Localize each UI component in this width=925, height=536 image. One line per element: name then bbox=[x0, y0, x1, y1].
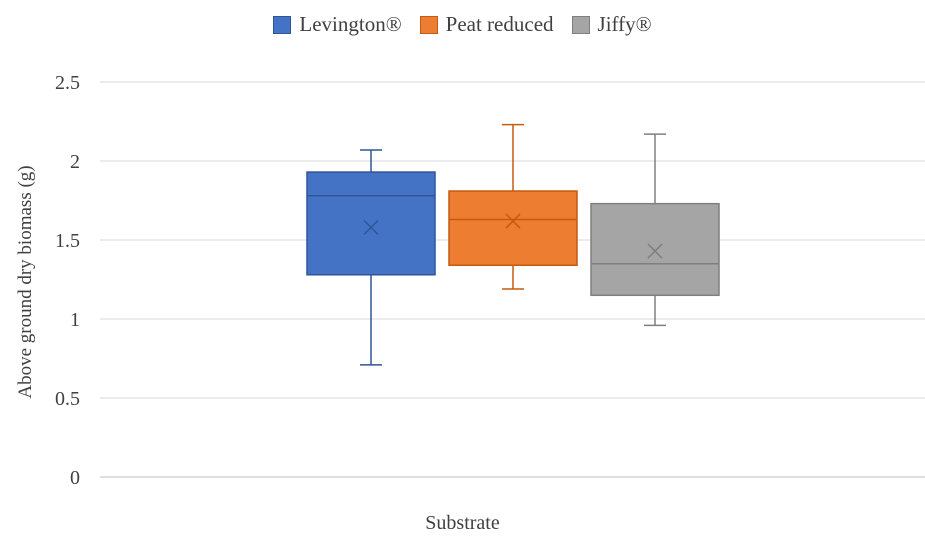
legend-swatch-peat-reduced bbox=[419, 15, 438, 34]
legend-swatch-levington bbox=[273, 15, 292, 34]
legend-item-levington: Levington® bbox=[273, 12, 402, 37]
legend-label-levington: Levington® bbox=[299, 12, 402, 36]
mean-marker-b-levington bbox=[363, 219, 379, 235]
y-tick-label-2.5: 2.5 bbox=[55, 72, 80, 94]
legend-item-jiffy: Jiffy® bbox=[571, 12, 652, 37]
legend-item-peat-reduced: Peat reduced bbox=[419, 12, 554, 37]
legend-swatch-jiffy bbox=[571, 15, 590, 34]
mean-marker-b-peat-reduced bbox=[505, 213, 521, 229]
legend-label-jiffy: Jiffy® bbox=[597, 12, 652, 36]
y-tick-label-2: 2 bbox=[70, 151, 80, 173]
box-levington bbox=[306, 171, 436, 276]
chart-legend: Levington® Peat reduced Jiffy® bbox=[0, 12, 925, 37]
box-jiffy bbox=[590, 202, 720, 297]
mean-marker-b-jiffy bbox=[647, 243, 663, 259]
y-tick-label-1: 1 bbox=[70, 309, 80, 331]
y-axis-label: Above ground dry biomass (g) bbox=[15, 165, 36, 399]
y-tick-label-0: 0 bbox=[70, 467, 80, 489]
y-tick-label-1.5: 1.5 bbox=[55, 230, 80, 252]
x-axis-label: Substrate bbox=[425, 512, 500, 534]
y-tick-label-0.5: 0.5 bbox=[55, 388, 80, 410]
legend-label-peat-reduced: Peat reduced bbox=[445, 12, 554, 36]
box-peat-reduced bbox=[448, 190, 578, 267]
